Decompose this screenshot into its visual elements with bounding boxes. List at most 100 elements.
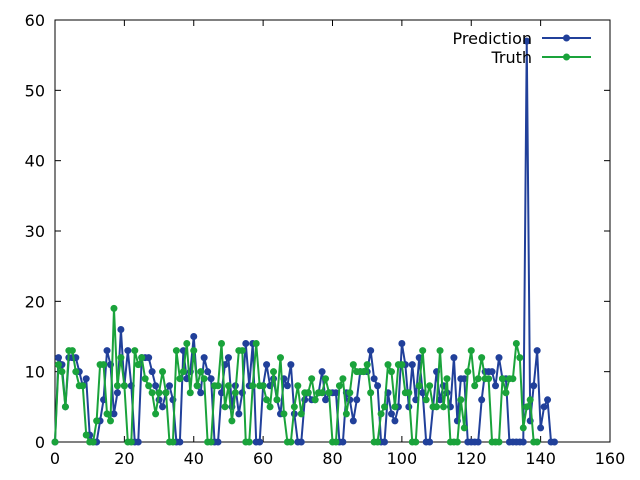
data-point: [519, 438, 527, 446]
data-point: [349, 361, 357, 369]
data-point: [221, 403, 229, 411]
data-point: [419, 389, 427, 397]
data-point: [266, 403, 274, 411]
data-point: [530, 382, 538, 390]
data-point: [478, 396, 486, 404]
data-point: [544, 396, 552, 404]
data-point: [339, 375, 347, 383]
data-point: [159, 368, 167, 376]
data-point: [537, 424, 545, 432]
data-point: [120, 382, 128, 390]
data-point: [349, 417, 357, 425]
data-point: [131, 347, 139, 355]
data-point: [318, 368, 326, 376]
data-point: [450, 354, 458, 362]
data-point: [224, 382, 232, 390]
data-point: [145, 382, 153, 390]
legend-swatch-marker: [563, 53, 570, 61]
data-point: [263, 361, 271, 369]
data-point: [93, 417, 101, 425]
data-point: [100, 361, 108, 369]
data-point: [471, 382, 479, 390]
data-point: [512, 340, 520, 348]
data-point: [148, 389, 156, 397]
data-point: [204, 368, 212, 376]
data-point: [193, 382, 201, 390]
data-point: [214, 382, 222, 390]
data-point: [308, 375, 316, 383]
legend-swatch-marker: [563, 34, 570, 42]
data-point: [138, 354, 146, 362]
legend-label: Truth: [490, 48, 532, 67]
y-tick-label: 30: [25, 222, 45, 241]
data-point: [79, 382, 87, 390]
data-point: [339, 438, 347, 446]
data-point: [384, 361, 392, 369]
y-tick-label: 40: [25, 152, 45, 171]
data-point: [488, 368, 496, 376]
data-point: [440, 403, 447, 411]
data-point: [58, 368, 66, 376]
data-point: [231, 389, 239, 397]
data-point: [148, 368, 156, 376]
data-point: [523, 37, 531, 45]
data-point: [54, 361, 62, 369]
data-point: [245, 438, 253, 446]
data-point: [332, 389, 340, 397]
data-point: [412, 438, 420, 446]
data-point: [335, 382, 343, 390]
data-point: [152, 382, 160, 390]
data-point: [502, 389, 510, 397]
data-point: [134, 361, 142, 369]
data-point: [176, 438, 184, 446]
data-point: [287, 438, 295, 446]
data-point: [370, 375, 378, 383]
data-point: [360, 368, 368, 376]
data-point: [186, 389, 194, 397]
data-point: [113, 382, 121, 390]
data-point: [124, 347, 132, 355]
data-point: [433, 403, 441, 411]
x-tick-label: 120: [456, 449, 487, 468]
data-point: [426, 382, 434, 390]
data-point: [374, 382, 382, 390]
data-point: [495, 354, 503, 362]
data-point: [197, 389, 205, 397]
y-tick-label: 60: [25, 11, 45, 30]
data-point: [61, 403, 69, 411]
data-point: [256, 438, 264, 446]
data-point: [238, 347, 246, 355]
data-point: [68, 347, 76, 355]
data-point: [367, 389, 375, 397]
data-point: [526, 396, 534, 404]
data-point: [381, 403, 389, 411]
data-point: [436, 396, 444, 404]
data-point: [363, 361, 371, 369]
data-point: [287, 361, 295, 369]
data-point: [533, 438, 541, 446]
data-point: [318, 389, 326, 397]
data-point: [273, 396, 281, 404]
data-point: [162, 389, 170, 397]
data-point: [82, 375, 90, 383]
data-point: [89, 438, 97, 446]
data-point: [426, 438, 434, 446]
data-point: [249, 382, 257, 390]
data-point: [297, 410, 305, 418]
data-point: [377, 410, 385, 418]
data-point: [474, 375, 482, 383]
data-point: [141, 375, 149, 383]
data-point: [200, 354, 208, 362]
data-point: [464, 368, 472, 376]
axis-ticks: 0 20 40 60 80 100 120 140 160 0 10 20 30 40 50 60: [25, 11, 626, 468]
data-point: [214, 438, 222, 446]
data-point: [107, 417, 114, 425]
data-point: [152, 410, 160, 418]
data-point: [176, 375, 184, 383]
data-point: [367, 347, 375, 355]
data-point: [190, 347, 198, 355]
data-point: [457, 396, 465, 404]
data-point: [183, 340, 191, 348]
y-tick-label: 20: [25, 292, 45, 311]
